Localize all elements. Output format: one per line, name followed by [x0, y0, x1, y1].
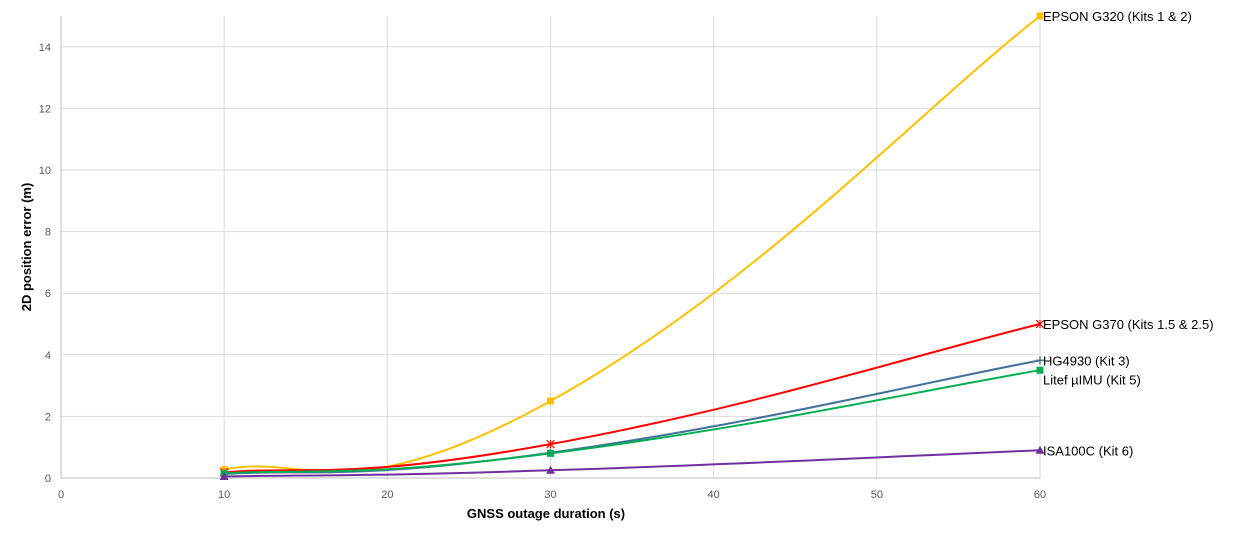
x-tick-label: 50 [871, 489, 883, 501]
y-axis-title: 2D position error (m) [19, 183, 34, 312]
data-point-epson-g370-kits-1-5-2-5 [1035, 319, 1045, 329]
y-tick-label: 14 [39, 42, 51, 54]
data-point-isa100c-kit-6 [1035, 445, 1045, 454]
x-tick-label: 0 [58, 489, 64, 501]
data-points [219, 12, 1045, 480]
data-point-epson-g370-kits-1-5-2-5 [546, 439, 555, 449]
data-point-litef-imu-kit-5 [547, 449, 554, 457]
x-tick-label: 30 [544, 489, 556, 501]
x-tick-label: 60 [1034, 489, 1046, 501]
series-line-epson-g320-kits-1-2 [223, 15, 1041, 473]
tick-labels: 0 2 4 6 8 10 12 14 0 10 20 30 40 50 60 [39, 42, 1046, 501]
x-tick-label: 10 [218, 489, 230, 501]
series-line-epson-g370-kits-1-5-2-5 [223, 323, 1041, 474]
data-point-litef-imu-kit-5 [1036, 366, 1044, 374]
data-point-isa100c-kit-6 [546, 465, 555, 474]
x-axis-title: GNSS outage duration (s) [467, 506, 625, 521]
series-lines [223, 15, 1041, 478]
series-label-litef-imu-kit-5: Litef µIMU (Kit 5) [1043, 372, 1141, 387]
data-point-epson-g320-kits-1-2 [547, 397, 554, 405]
series-label-epson-g370-kits-1-5-2-5: EPSON G370 (Kits 1.5 & 2.5) [1043, 317, 1214, 332]
series-line-hg4930-kit-3 [223, 359, 1041, 475]
series-label-isa100c-kit-6: ISA100C (Kit 6) [1043, 443, 1133, 458]
y-tick-label: 2 [45, 411, 51, 423]
series-line-litef-imu-kit-5 [223, 369, 1041, 475]
data-point-isa100c-kit-6 [219, 471, 229, 480]
data-point-epson-g320-kits-1-2 [1036, 12, 1044, 20]
data-point-hg4930-kit-3 [1036, 356, 1044, 365]
series-label-hg4930-kit-3: HG4930 (Kit 3) [1043, 353, 1130, 368]
series-label-epson-g320-kits-1-2: EPSON G320 (Kits 1 & 2) [1043, 9, 1192, 24]
x-tick-label: 40 [708, 489, 720, 501]
y-tick-label: 12 [39, 103, 51, 115]
series-labels: EPSON G320 (Kits 1 & 2) EPSON G370 (Kits … [1043, 9, 1214, 458]
y-tick-label: 6 [45, 288, 51, 300]
y-tick-label: 4 [45, 350, 51, 362]
y-tick-label: 0 [45, 473, 51, 485]
series-line-isa100c-kit-6 [223, 449, 1041, 478]
y-tick-label: 10 [39, 165, 51, 177]
y-tick-label: 8 [45, 227, 51, 239]
grid [61, 16, 1041, 478]
x-tick-label: 20 [381, 489, 393, 501]
